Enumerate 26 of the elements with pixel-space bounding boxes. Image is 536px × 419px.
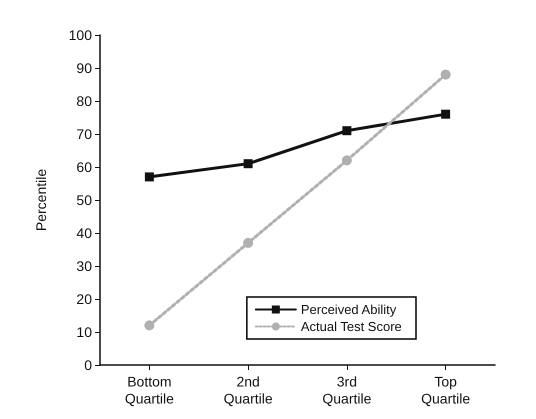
x-tick-label: 2nd Quartile <box>224 374 273 406</box>
x-tick-label: 3rd Quartile <box>322 374 372 406</box>
point <box>144 172 154 182</box>
legend-label: Perceived Ability <box>300 302 397 317</box>
y-tick-label: 70 <box>76 126 92 142</box>
y-tick-label: 60 <box>76 159 92 175</box>
y-tick-label: 50 <box>76 192 92 208</box>
point <box>144 320 154 330</box>
x-tick-label: Top Quartile <box>421 374 470 406</box>
x-tick-label: Bottom Quartile <box>124 374 174 406</box>
legend-label: Actual Test Score <box>300 319 402 334</box>
point <box>441 110 450 119</box>
y-tick-label: 20 <box>76 291 92 307</box>
point <box>342 155 352 166</box>
y-tick-label: 80 <box>76 93 92 109</box>
point <box>243 238 254 248</box>
y-tick-label: 0 <box>84 357 92 373</box>
y-tick-label: 90 <box>76 60 92 76</box>
point <box>440 70 451 80</box>
y-tick-label: 10 <box>76 324 92 340</box>
y-tick-label: 100 <box>68 27 92 43</box>
point <box>244 159 253 168</box>
point <box>342 126 352 136</box>
y-axis-title: Percentile <box>33 168 49 232</box>
y-tick-label: 40 <box>76 225 92 241</box>
y-tick-label: 30 <box>76 258 92 274</box>
